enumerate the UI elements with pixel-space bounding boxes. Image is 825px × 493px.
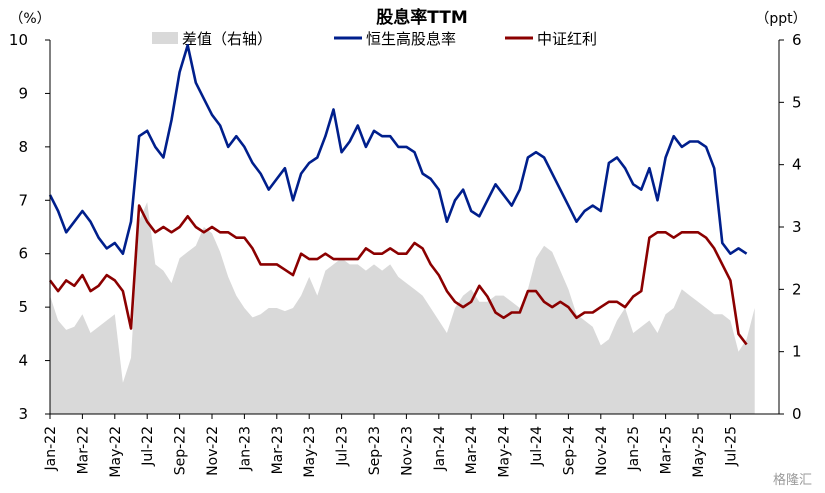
chart-title: 股息率TTM [376,7,468,28]
x-tick-label: Mar-24 [464,426,480,474]
x-tick-label: Jan-23 [237,426,253,471]
x-tick-label: Jan-25 [626,426,642,471]
x-tick-label: May-23 [302,426,318,478]
right-tick-label: 1 [792,343,802,361]
left-axis-unit: （%） [9,11,50,27]
spread-area-layer [50,202,755,414]
right-tick-label: 4 [792,156,802,174]
legend: 差值（右轴） 恒生高股息率 中证红利 [152,30,597,48]
x-tick-label: Jan-24 [432,426,448,472]
left-tick-label: 9 [18,84,28,102]
left-tick-label: 6 [18,245,28,263]
right-tick-label: 2 [792,280,802,298]
series-area-spread [50,202,755,414]
left-tick-label: 8 [18,138,28,156]
x-tick-label: May-22 [108,426,124,478]
x-tick-label: Jul-23 [335,426,351,467]
x-tick-label: Mar-25 [659,426,675,474]
x-tick-label: Jul-25 [723,426,739,467]
x-tick-label: Sep-22 [173,426,189,475]
x-tick-label: Sep-23 [367,426,383,475]
watermark-text: 格隆汇 [773,472,812,488]
series-line-hs-high-div [48,44,748,255]
left-tick-label: 3 [18,405,28,423]
right-tick-label: 6 [792,31,802,49]
legend-label-csi-dividend: 中证红利 [537,30,597,48]
x-tick-label: Jul-22 [140,426,156,467]
x-tick-label: Mar-22 [75,426,91,474]
right-tick-label: 5 [792,93,802,111]
right-tick-label: 3 [792,218,802,236]
right-axis-ticks: 0 1 2 3 4 5 6 [779,31,802,423]
left-tick-label: 7 [18,191,28,209]
x-tick-label: Nov-22 [205,426,221,476]
left-tick-label: 4 [18,352,28,370]
lines-layer [48,44,748,346]
x-tick-label: May-24 [497,426,513,478]
legend-label-spread: 差值（右轴） [182,30,272,48]
left-axis-ticks: 3 4 5 6 7 8 9 10 [9,31,50,423]
legend-swatch-spread [152,32,178,44]
x-tick-label: Jan-22 [43,426,59,471]
x-tick-label: May-25 [691,426,707,478]
x-tick-label: Nov-23 [399,426,415,476]
right-tick-label: 0 [792,405,802,423]
x-tick-label: Mar-23 [270,426,286,474]
right-axis-unit: （ppt） [755,11,806,27]
x-tick-label: Jul-24 [529,426,545,467]
left-tick-label: 10 [9,31,28,49]
legend-label-hs-high-div: 恒生高股息率 [366,30,456,48]
x-axis-ticks: Jan-22 Mar-22 May-22 Jul-22 Sep-22 Nov-22 Jan-… [43,414,739,478]
left-tick-label: 5 [18,298,28,316]
series-line-csi-dividend [48,204,748,346]
x-tick-label: Sep-24 [561,426,577,475]
x-tick-label: Nov-24 [594,426,610,476]
